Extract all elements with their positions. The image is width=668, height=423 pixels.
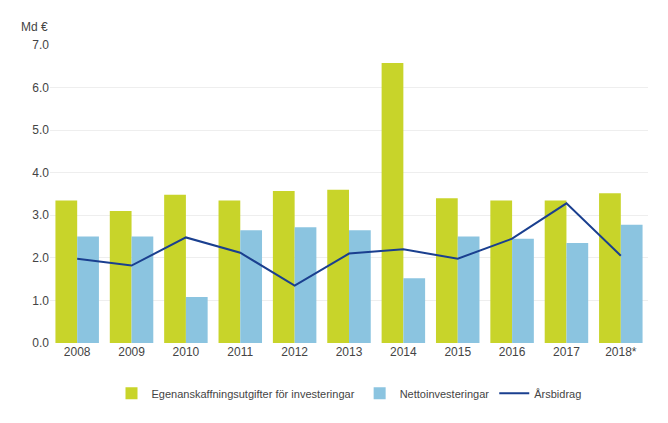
svg-text:2013: 2013 <box>336 345 363 359</box>
svg-text:5.0: 5.0 <box>32 123 49 137</box>
svg-text:2009: 2009 <box>118 345 145 359</box>
svg-text:2014: 2014 <box>390 345 417 359</box>
svg-text:2010: 2010 <box>173 345 200 359</box>
svg-text:2012: 2012 <box>281 345 308 359</box>
svg-text:Egenanskaffningsutgifter för i: Egenanskaffningsutgifter för investering… <box>152 388 355 400</box>
svg-text:Nettoinvesteringar: Nettoinvesteringar <box>400 388 490 400</box>
svg-text:4.0: 4.0 <box>32 166 49 180</box>
svg-text:2015: 2015 <box>444 345 471 359</box>
svg-text:Årsbidrag: Årsbidrag <box>534 388 581 400</box>
svg-text:3.0: 3.0 <box>32 208 49 222</box>
svg-text:Md €: Md € <box>21 20 48 34</box>
svg-text:6.0: 6.0 <box>32 81 49 95</box>
svg-text:2018*: 2018* <box>605 345 637 359</box>
svg-text:2016: 2016 <box>499 345 526 359</box>
svg-text:2.0: 2.0 <box>32 251 49 265</box>
svg-text:2017: 2017 <box>553 345 580 359</box>
svg-text:1.0: 1.0 <box>32 294 49 308</box>
svg-text:2011: 2011 <box>227 345 253 359</box>
svg-text:0.0: 0.0 <box>32 336 49 350</box>
svg-text:7.0: 7.0 <box>32 38 49 52</box>
svg-text:2008: 2008 <box>64 345 91 359</box>
